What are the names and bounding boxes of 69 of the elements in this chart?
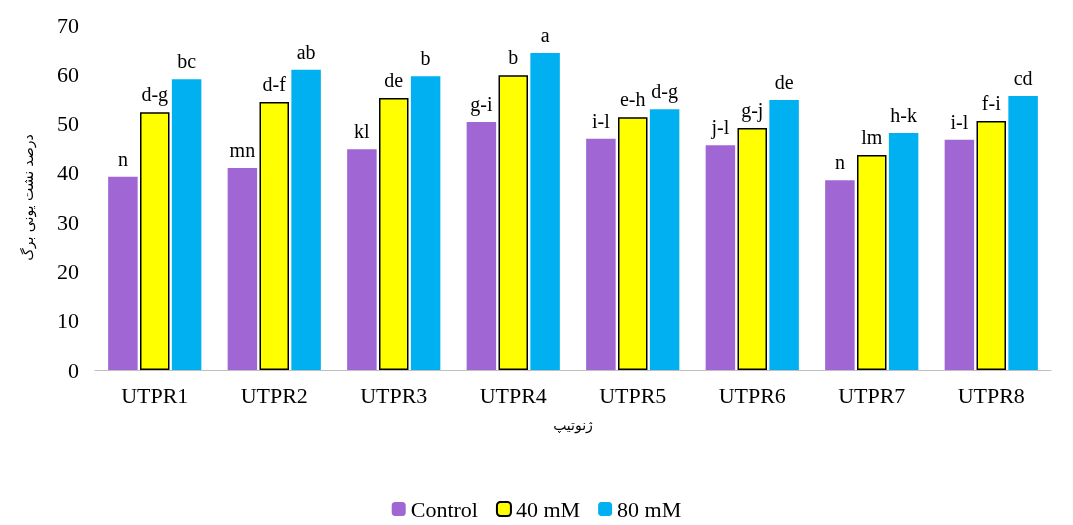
data-label: i-l: [592, 109, 611, 132]
y-tick-label: 40: [57, 160, 79, 186]
x-tick-label: UTPR3: [360, 382, 428, 408]
data-label: n: [834, 151, 845, 174]
data-label: lm: [861, 126, 883, 149]
data-label: g-j: [741, 99, 764, 123]
y-tick-label: 70: [57, 12, 79, 38]
y-tick-label: 20: [57, 258, 79, 284]
bar: [227, 167, 258, 370]
bar: [530, 53, 560, 370]
x-tick-label: UTPR1: [121, 382, 189, 408]
bar: [769, 99, 799, 370]
data-label: cd: [1013, 66, 1033, 89]
x-tick-label: UTPR7: [838, 382, 906, 408]
data-label: i-l: [950, 110, 969, 133]
bar: [108, 176, 138, 370]
bar: [466, 122, 497, 370]
x-tick-label: UTPR6: [718, 382, 786, 408]
x-tick-label: UTPR4: [479, 382, 547, 408]
data-label: de: [774, 70, 794, 93]
x-tick-label: UTPR8: [957, 382, 1025, 408]
bar: [171, 79, 202, 370]
x-tick-label: UTPR5: [599, 382, 667, 408]
bar: [649, 109, 680, 370]
bar: [379, 97, 409, 370]
y-tick-label: 0: [68, 357, 79, 383]
bar: [259, 101, 289, 370]
y-tick-label: 10: [57, 308, 79, 334]
bar: [586, 138, 616, 370]
bar: [857, 155, 887, 370]
data-label: a: [540, 24, 550, 47]
legend-label: 80 mM: [617, 496, 682, 522]
legend-label: 40 mM: [515, 496, 581, 522]
bar: [347, 149, 377, 370]
x-tick-label: UTPR2: [240, 382, 308, 408]
bar: [498, 75, 528, 370]
data-label: d-g: [141, 83, 169, 107]
bar: [410, 76, 441, 370]
bar: [976, 121, 1006, 370]
data-label: g-i: [470, 93, 493, 117]
bar: [291, 69, 321, 370]
y-axis-title: درصد نشت یونی برگ: [19, 134, 37, 261]
bar: [1008, 95, 1038, 370]
x-axis-title: ژنوتیپ: [553, 417, 594, 434]
bar: [705, 145, 736, 370]
data-label: kl: [354, 120, 371, 143]
data-label: de: [384, 68, 404, 91]
legend-label: Control: [410, 496, 478, 522]
data-label: ab: [296, 40, 316, 63]
data-label: b: [508, 46, 519, 69]
data-label: h-k: [890, 103, 917, 126]
data-label: n: [117, 147, 128, 170]
bar: [618, 117, 648, 370]
bar: [140, 112, 170, 370]
bar: [825, 180, 855, 370]
data-label: d-g: [651, 80, 678, 104]
y-tick-label: 30: [57, 209, 79, 235]
y-tick-label: 60: [57, 61, 79, 87]
data-label: f-i: [981, 92, 1002, 115]
bar: [737, 128, 767, 370]
data-label: mn: [229, 138, 256, 161]
data-label: bc: [177, 50, 197, 73]
y-tick-label: 50: [57, 111, 79, 137]
data-label: b: [420, 47, 431, 70]
data-label: d-f: [262, 72, 287, 95]
bar: [888, 132, 919, 370]
bar: [944, 139, 975, 370]
data-label: e-h: [619, 88, 646, 111]
data-label: j-l: [710, 116, 730, 140]
